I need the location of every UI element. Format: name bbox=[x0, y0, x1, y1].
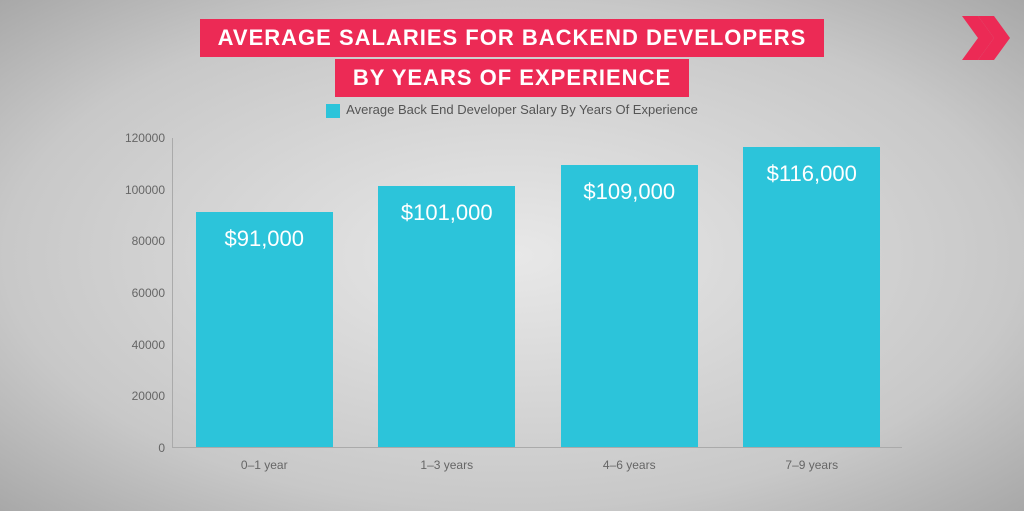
y-axis-tick: 100000 bbox=[113, 183, 165, 197]
chart-title: AVERAGE SALARIES FOR BACKEND DEVELOPERS … bbox=[0, 18, 1024, 98]
y-axis-tick: 0 bbox=[113, 441, 165, 455]
plot-area: 020000400006000080000100000120000$91,000… bbox=[172, 138, 902, 448]
bar-value-label: $116,000 bbox=[743, 161, 880, 187]
x-axis-tick: 0–1 year bbox=[173, 458, 356, 472]
bar: $116,000 bbox=[743, 147, 880, 447]
y-axis-tick: 60000 bbox=[113, 286, 165, 300]
brand-logo-icon bbox=[956, 10, 1012, 71]
y-axis-tick: 80000 bbox=[113, 234, 165, 248]
y-axis-tick: 20000 bbox=[113, 389, 165, 403]
y-axis-tick: 120000 bbox=[113, 131, 165, 145]
salary-bar-chart: Average Back End Developer Salary By Yea… bbox=[112, 120, 912, 480]
chart-legend: Average Back End Developer Salary By Yea… bbox=[112, 102, 912, 118]
bar: $109,000 bbox=[561, 165, 698, 447]
legend-label: Average Back End Developer Salary By Yea… bbox=[346, 102, 698, 117]
x-axis-tick: 4–6 years bbox=[538, 458, 721, 472]
y-axis-tick: 40000 bbox=[113, 338, 165, 352]
x-axis-tick: 1–3 years bbox=[356, 458, 539, 472]
bar-value-label: $109,000 bbox=[561, 179, 698, 205]
bar-value-label: $91,000 bbox=[196, 226, 333, 252]
bar: $91,000 bbox=[196, 212, 333, 447]
legend-swatch bbox=[326, 104, 340, 118]
title-line-2: BY YEARS OF EXPERIENCE bbox=[335, 59, 689, 97]
x-axis-tick: 7–9 years bbox=[721, 458, 904, 472]
bar-value-label: $101,000 bbox=[378, 200, 515, 226]
bar: $101,000 bbox=[378, 186, 515, 447]
title-line-1: AVERAGE SALARIES FOR BACKEND DEVELOPERS bbox=[200, 19, 825, 57]
